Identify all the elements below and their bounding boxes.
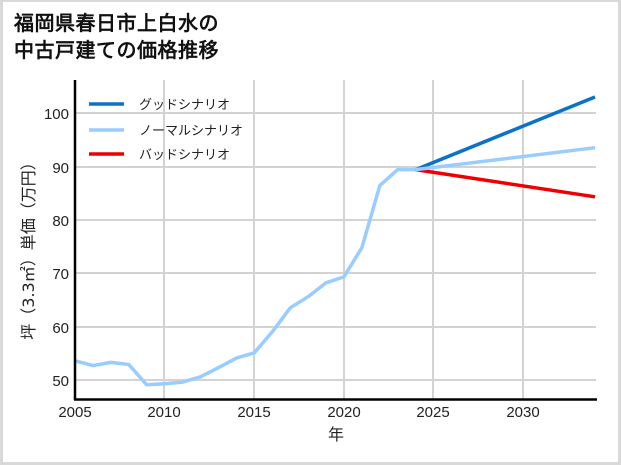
y-axis-label: 坪（3.3㎡）単価（万円） — [19, 154, 38, 339]
y-tick-labels: 100 90 80 70 60 50 — [44, 106, 69, 390]
legend-label-bad: バッドシナリオ — [139, 148, 230, 163]
series-bad-line — [415, 167, 596, 199]
y-tick-70: 70 — [52, 266, 69, 283]
y-tick-100: 100 — [44, 106, 69, 123]
x-tick-2015: 2015 — [237, 404, 270, 421]
x-axis-label: 年 — [328, 425, 344, 444]
legend-item-good: グッドシナリオ — [89, 98, 230, 113]
x-tick-2010: 2010 — [147, 404, 180, 421]
x-tick-2030: 2030 — [506, 404, 539, 421]
legend-label-normal: ノーマルシナリオ — [139, 124, 243, 139]
y-tick-80: 80 — [52, 213, 69, 230]
y-tick-60: 60 — [52, 320, 69, 337]
chart-title-line2: 中古戸建ての価格推移 — [14, 38, 219, 62]
legend: グッドシナリオ ノーマルシナリオ バッドシナリオ — [89, 98, 243, 163]
x-tick-labels: 2005 2010 2015 2020 2025 2030 — [58, 404, 539, 421]
y-tick-90: 90 — [52, 160, 69, 177]
gridlines — [75, 80, 596, 399]
series-layer — [74, 95, 596, 387]
x-tick-2005: 2005 — [58, 404, 91, 421]
chart-title-line1: 福岡県春日市上白水の — [14, 11, 219, 35]
legend-item-bad: バッドシナリオ — [89, 148, 230, 163]
chart-title: 福岡県春日市上白水の 中古戸建ての価格推移 — [14, 10, 219, 64]
legend-label-good: グッドシナリオ — [139, 98, 230, 113]
x-tick-2025: 2025 — [416, 404, 449, 421]
series-normal-line — [415, 145, 596, 172]
series-good-line — [415, 95, 596, 172]
legend-item-normal: ノーマルシナリオ — [89, 124, 243, 139]
x-tick-2020: 2020 — [327, 404, 360, 421]
y-tick-50: 50 — [52, 373, 69, 390]
series-history-line — [74, 167, 416, 387]
